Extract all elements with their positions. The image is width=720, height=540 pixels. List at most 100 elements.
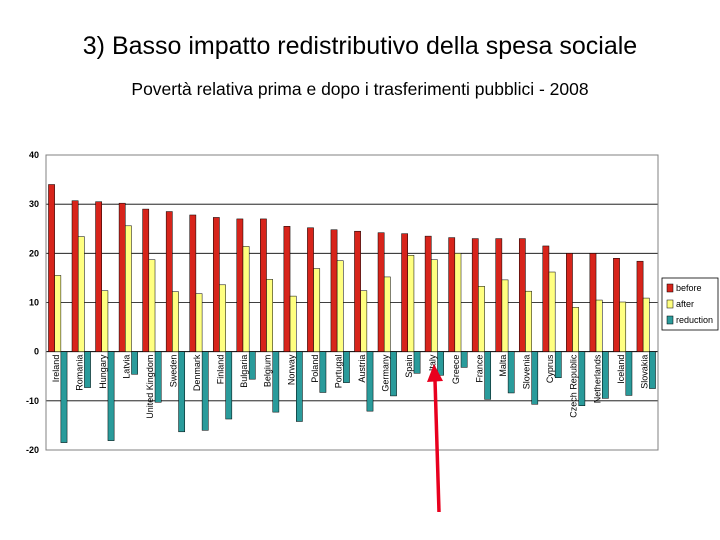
bar-before [307, 227, 314, 352]
bar-before [142, 208, 150, 352]
y-tick-label: -20 [26, 445, 39, 455]
bar-after [289, 295, 297, 352]
y-tick-label: -10 [26, 396, 39, 406]
bar-reduction [248, 351, 256, 380]
bar-after [195, 293, 203, 352]
bar-after [548, 271, 556, 352]
bar-before [236, 218, 244, 352]
category-label: Portugal [333, 355, 343, 389]
bar-before [495, 238, 503, 352]
bar-before [118, 202, 126, 352]
legend-swatch [666, 299, 674, 309]
y-tick-label: 30 [29, 199, 39, 209]
bar-after [572, 307, 579, 352]
bar-reduction [131, 351, 138, 375]
y-tick-label: 10 [29, 298, 39, 308]
legend-swatch [666, 283, 674, 293]
red-arrow [427, 364, 443, 513]
bar-after [431, 259, 438, 352]
chart-bars [48, 184, 656, 443]
slide-subtitle: Povertà relativa prima e dopo i trasferi… [131, 79, 589, 99]
category-label: Romania [74, 355, 84, 391]
bar-after [478, 286, 485, 352]
bar-before [260, 218, 267, 352]
legend-label: reduction [676, 315, 713, 325]
bar-reduction [225, 351, 233, 420]
bar-reduction [201, 351, 209, 431]
bar-reduction [390, 351, 397, 397]
bar-before [283, 226, 291, 352]
category-label: France [475, 355, 485, 383]
category-label: Italy [428, 354, 438, 371]
bar-after [595, 299, 603, 352]
bar-reduction [366, 351, 374, 412]
bar-before [165, 211, 173, 352]
bar-reduction [578, 351, 586, 406]
category-label: Netherlands [592, 354, 602, 403]
bar-after [77, 236, 85, 352]
bar-before [401, 233, 408, 352]
plot-frame [45, 154, 659, 451]
bar-before [589, 253, 597, 352]
category-label: Ireland [51, 355, 61, 383]
bar-reduction [554, 351, 562, 378]
category-label: Poland [310, 355, 320, 383]
category-label: Iceland [616, 355, 626, 384]
bar-after [242, 246, 250, 352]
bar-reduction [437, 351, 444, 376]
category-label: Sweden [169, 355, 179, 388]
bar-reduction [649, 351, 656, 389]
category-label: Denmark [192, 354, 202, 391]
y-tick-label: 20 [29, 248, 39, 258]
bar-after [642, 297, 650, 352]
category-label: Germany [380, 354, 390, 392]
bar-reduction [507, 351, 515, 394]
category-label: Greece [451, 355, 461, 385]
bar-before [48, 184, 55, 352]
bar-before [636, 260, 644, 352]
bar-before [424, 235, 432, 352]
bar-after [360, 290, 368, 352]
bar-after [266, 279, 273, 352]
category-label: United Kingdom [145, 355, 155, 419]
y-tick-labels: -20 -10 0 10 20 30 40 [26, 150, 39, 455]
category-label: Slovenia [522, 355, 532, 390]
slide-title: 3) Basso impatto redistributivo della sp… [82, 32, 638, 60]
category-label: Bulgaria [239, 355, 249, 388]
category-label: Malta [498, 355, 508, 377]
bar-reduction [60, 351, 68, 443]
category-label: Spain [404, 355, 414, 378]
bar-after [619, 301, 627, 352]
bar-reduction [319, 351, 327, 393]
bar-reduction [178, 351, 186, 433]
bar-after [54, 275, 62, 352]
bar-after [407, 255, 415, 352]
bar-before [518, 238, 526, 352]
bar-reduction [625, 351, 633, 396]
legend-label: after [676, 299, 694, 309]
bar-reduction [107, 351, 115, 441]
bar-before [354, 230, 361, 352]
category-label: Norway [286, 354, 296, 385]
bar-before [448, 237, 456, 352]
bar-before [71, 200, 79, 352]
bar-after [148, 259, 156, 352]
category-label: Belgium [263, 355, 273, 388]
chart-axes [45, 154, 659, 451]
bar-after [336, 260, 344, 352]
bar-after [501, 279, 509, 352]
category-label: Latvia [122, 355, 132, 379]
bar-after [172, 291, 179, 352]
bar-reduction [296, 351, 303, 422]
category-label: Hungary [98, 354, 108, 389]
category-label: Czech Republic [569, 354, 579, 418]
bar-reduction [484, 351, 492, 400]
category-labels: Ireland Romania Hungary Latvia United Kingdo… [51, 354, 649, 419]
bar-reduction [413, 351, 421, 374]
bar-after [313, 268, 321, 352]
category-label: Finland [216, 355, 226, 385]
chart-legend: before after reduction [661, 277, 719, 331]
bar-after [525, 290, 532, 352]
bar-after [219, 284, 226, 352]
